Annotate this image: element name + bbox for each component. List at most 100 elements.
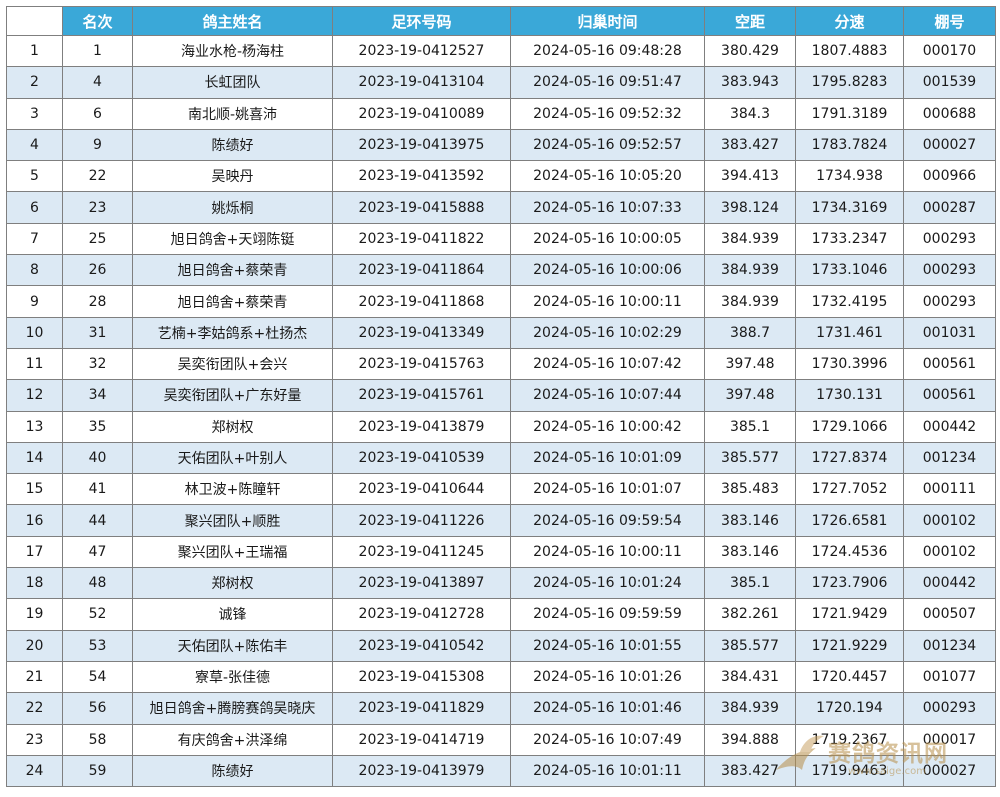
cell-ring-number: 2023-19-0411864 [332, 254, 511, 287]
cell-index: 22 [6, 692, 63, 725]
cell-index: 14 [6, 441, 63, 475]
table-row: 24 59 陈绩好 2023-19-0413979 2024-05-16 10:01:1… [6, 754, 996, 788]
header-row: 名次 鸽主姓名 足环号码 归巢时间 空距 分速 棚号 [6, 6, 996, 36]
cell-distance: 383.427 [704, 754, 796, 788]
cell-owner-name: 郑树权 [132, 567, 333, 600]
cell-rank: 44 [62, 504, 133, 537]
cell-distance: 397.48 [704, 347, 796, 381]
cell-loft-number: 000027 [903, 128, 996, 162]
cell-ring-number: 2023-19-0415763 [332, 347, 511, 381]
cell-distance: 384.939 [704, 285, 796, 318]
cell-speed: 1733.2347 [795, 222, 904, 256]
cell-owner-name: 吴奕衔团队+广东好量 [132, 379, 333, 412]
cell-index: 4 [6, 128, 63, 162]
table-row: 18 48 郑树权 2023-19-0413897 2024-05-16 10:01:2… [6, 567, 996, 600]
table-row: 21 54 寮草-张佳德 2023-19-0415308 2024-05-16 10:0… [6, 660, 996, 694]
cell-loft-number: 001539 [903, 66, 996, 99]
cell-ring-number: 2023-19-0411868 [332, 285, 511, 318]
table-row: 11 32 吴奕衔团队+会兴 2023-19-0415763 2024-05-16 10… [6, 347, 996, 381]
cell-speed: 1730.3996 [795, 347, 904, 381]
cell-arrival-time: 2024-05-16 10:01:24 [510, 567, 705, 600]
cell-arrival-time: 2024-05-16 09:59:59 [510, 598, 705, 631]
cell-distance: 384.939 [704, 692, 796, 725]
cell-distance: 388.7 [704, 316, 796, 349]
cell-speed: 1807.4883 [795, 34, 904, 68]
cell-rank: 1 [62, 34, 133, 68]
cell-ring-number: 2023-19-0412728 [332, 598, 511, 631]
cell-distance: 385.1 [704, 567, 796, 600]
cell-owner-name: 聚兴团队+王瑞福 [132, 535, 333, 569]
cell-arrival-time: 2024-05-16 10:01:55 [510, 629, 705, 662]
cell-distance: 397.48 [704, 379, 796, 412]
cell-rank: 26 [62, 254, 133, 287]
cell-ring-number: 2023-19-0413349 [332, 316, 511, 349]
cell-loft-number: 000561 [903, 347, 996, 381]
cell-rank: 48 [62, 567, 133, 600]
cell-index: 6 [6, 191, 63, 224]
cell-ring-number: 2023-19-0411822 [332, 222, 511, 256]
cell-arrival-time: 2024-05-16 10:07:33 [510, 191, 705, 224]
cell-index: 17 [6, 535, 63, 569]
header-rank: 名次 [62, 6, 133, 36]
cell-owner-name: 南北顺-姚喜沛 [132, 97, 333, 130]
header-arrival-time: 归巢时间 [510, 6, 705, 36]
cell-distance: 385.483 [704, 473, 796, 506]
table-row: 12 34 吴奕衔团队+广东好量 2023-19-0415761 2024-05-16 … [6, 379, 996, 412]
cell-loft-number: 000442 [903, 410, 996, 443]
cell-arrival-time: 2024-05-16 10:07:44 [510, 379, 705, 412]
cell-speed: 1783.7824 [795, 128, 904, 162]
cell-arrival-time: 2024-05-16 10:00:11 [510, 535, 705, 569]
cell-ring-number: 2023-19-0413979 [332, 754, 511, 788]
cell-rank: 4 [62, 66, 133, 99]
cell-index: 8 [6, 254, 63, 287]
cell-owner-name: 有庆鸽舍+洪泽绵 [132, 723, 333, 756]
cell-speed: 1734.938 [795, 160, 904, 193]
header-loft-number: 棚号 [903, 6, 996, 36]
table-row: 14 40 天佑团队+叶别人 2023-19-0410539 2024-05-16 10… [6, 441, 996, 475]
cell-distance: 394.888 [704, 723, 796, 756]
cell-arrival-time: 2024-05-16 10:00:06 [510, 254, 705, 287]
cell-rank: 34 [62, 379, 133, 412]
table-row: 1 1 海业水枪-杨海柱 2023-19-0412527 2024-05-16 09:4… [6, 34, 996, 68]
cell-rank: 25 [62, 222, 133, 256]
cell-rank: 28 [62, 285, 133, 318]
cell-distance: 385.577 [704, 629, 796, 662]
cell-loft-number: 000442 [903, 567, 996, 600]
cell-index: 16 [6, 504, 63, 537]
cell-rank: 59 [62, 754, 133, 788]
cell-ring-number: 2023-19-0415761 [332, 379, 511, 412]
cell-distance: 383.146 [704, 504, 796, 537]
cell-loft-number: 000507 [903, 598, 996, 631]
cell-index: 11 [6, 347, 63, 381]
cell-distance: 398.124 [704, 191, 796, 224]
cell-rank: 47 [62, 535, 133, 569]
cell-ring-number: 2023-19-0415308 [332, 660, 511, 694]
cell-rank: 9 [62, 128, 133, 162]
cell-speed: 1724.4536 [795, 535, 904, 569]
cell-arrival-time: 2024-05-16 10:07:49 [510, 723, 705, 756]
header-ring-number: 足环号码 [332, 6, 511, 36]
cell-index: 9 [6, 285, 63, 318]
header-index [6, 6, 63, 36]
cell-ring-number: 2023-19-0413879 [332, 410, 511, 443]
cell-loft-number: 000561 [903, 379, 996, 412]
cell-rank: 58 [62, 723, 133, 756]
cell-owner-name: 林卫波+陈瞳轩 [132, 473, 333, 506]
cell-owner-name: 郑树权 [132, 410, 333, 443]
cell-distance: 384.431 [704, 660, 796, 694]
cell-rank: 22 [62, 160, 133, 193]
cell-distance: 383.146 [704, 535, 796, 569]
cell-index: 7 [6, 222, 63, 256]
cell-rank: 52 [62, 598, 133, 631]
cell-owner-name: 海业水枪-杨海柱 [132, 34, 333, 68]
cell-index: 10 [6, 316, 63, 349]
cell-owner-name: 旭日鸽舍+蔡荣青 [132, 285, 333, 318]
cell-loft-number: 000293 [903, 285, 996, 318]
cell-owner-name: 长虹团队 [132, 66, 333, 99]
cell-rank: 54 [62, 660, 133, 694]
cell-loft-number: 000287 [903, 191, 996, 224]
cell-distance: 384.3 [704, 97, 796, 130]
cell-arrival-time: 2024-05-16 10:00:11 [510, 285, 705, 318]
cell-loft-number: 000293 [903, 692, 996, 725]
cell-rank: 35 [62, 410, 133, 443]
